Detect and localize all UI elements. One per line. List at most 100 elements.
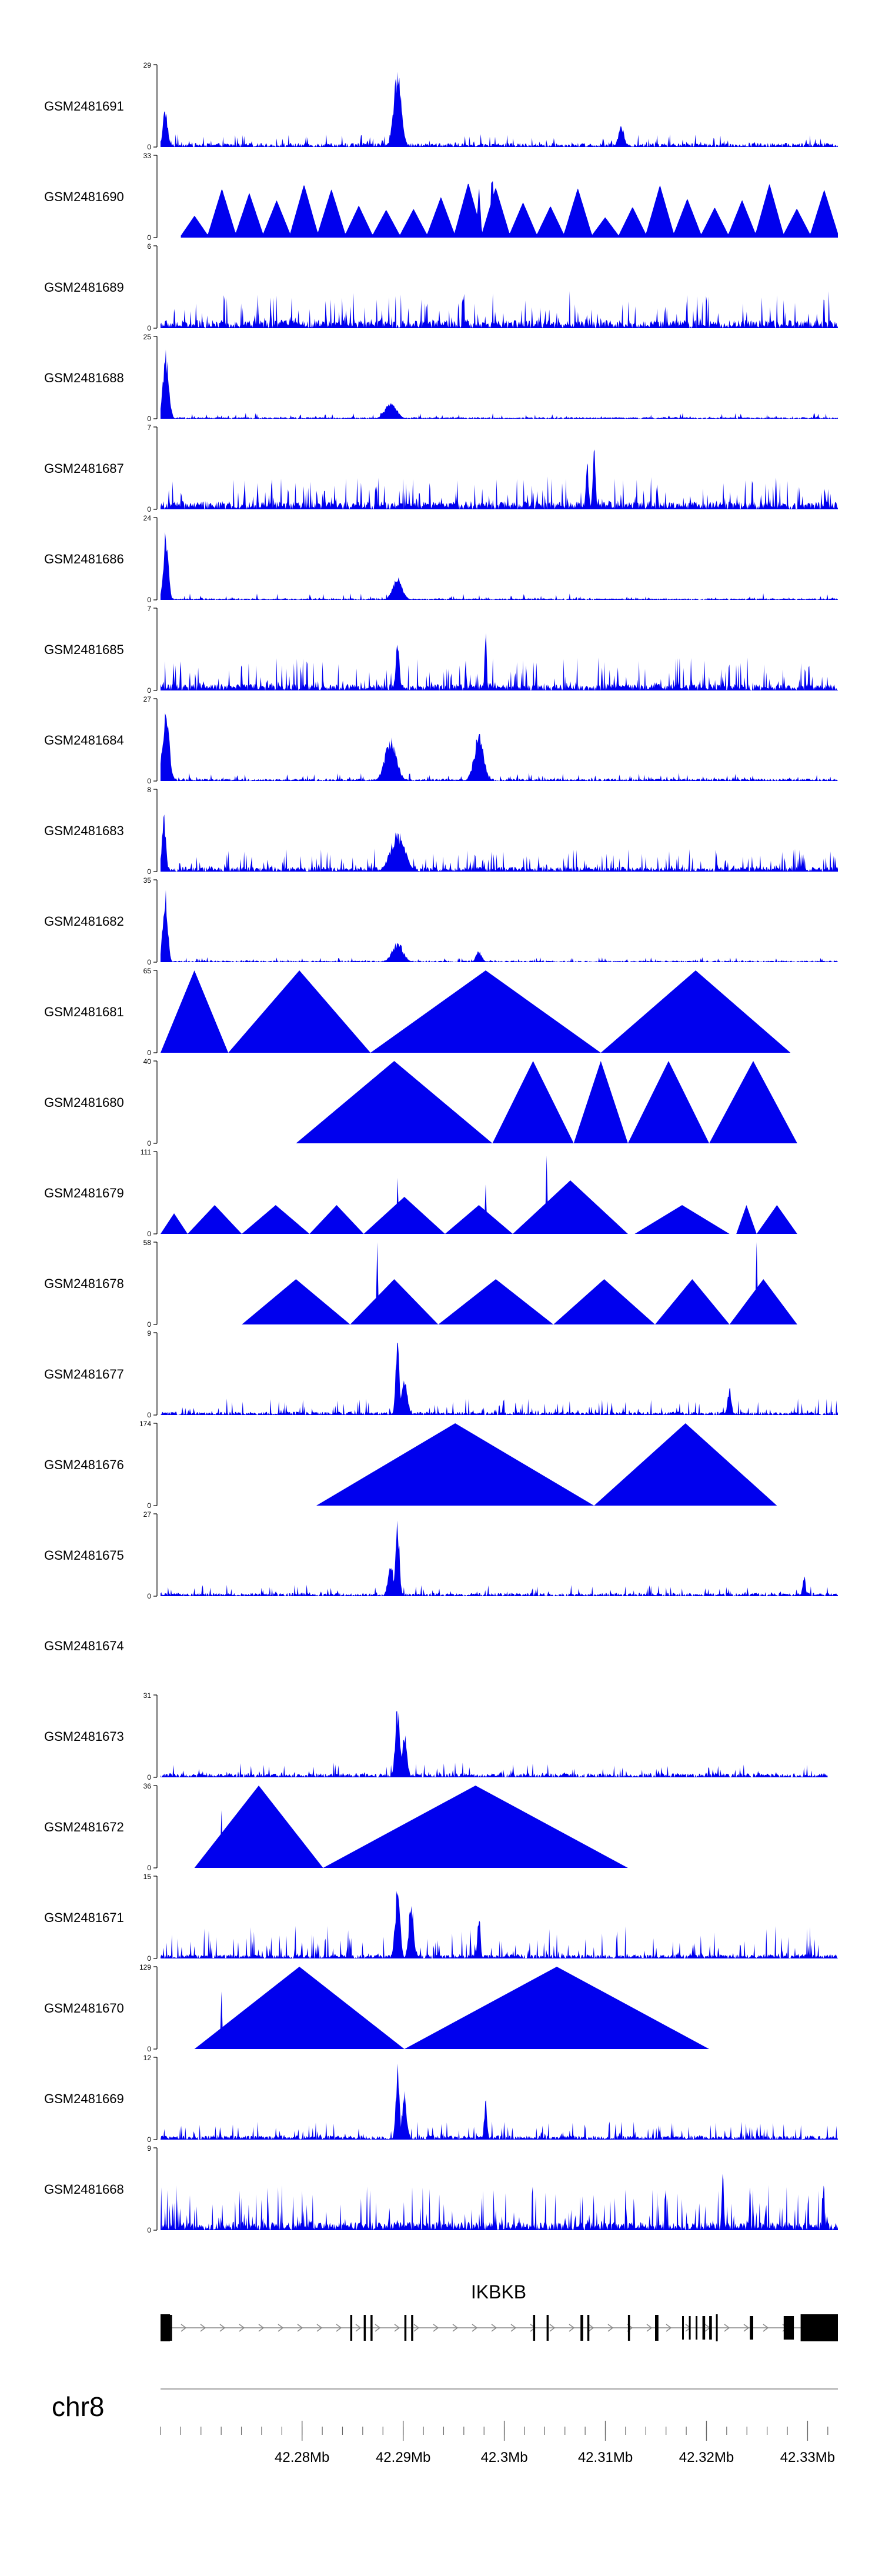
y-max-label: 40	[143, 1057, 152, 1066]
signal-peak	[756, 1205, 797, 1234]
y-max-label: 58	[143, 1239, 152, 1247]
signal-peak	[194, 1786, 323, 1868]
signal-peak	[161, 970, 229, 1053]
signal-peak	[242, 1279, 350, 1324]
track-label: GSM2481676	[44, 1457, 124, 1472]
tick-label: 42.33Mb	[780, 2450, 835, 2465]
signal-peak	[594, 1423, 777, 1506]
signal-area	[161, 72, 838, 147]
y-min-label: 0	[147, 1411, 151, 1419]
signal-area	[161, 1343, 838, 1415]
y-min-label: 0	[147, 1773, 151, 1781]
track-label: GSM2481679	[44, 1186, 124, 1200]
signal-area	[161, 449, 838, 509]
signal-peak	[492, 1061, 574, 1143]
strand-arrow	[724, 2324, 730, 2332]
tick-label: 42.31Mb	[578, 2450, 633, 2465]
y-max-label: 174	[139, 1420, 151, 1428]
strand-arrow	[666, 2324, 672, 2332]
signal-peak	[370, 970, 601, 1053]
track-GSM2481677: GSM2481677 9 0	[44, 1329, 838, 1419]
y-min-label: 0	[147, 324, 151, 332]
signal-peak	[194, 1967, 405, 2049]
signal-spike	[544, 1156, 549, 1234]
strand-arrow	[413, 2324, 420, 2332]
y-min-label: 0	[147, 958, 151, 966]
y-min-label: 0	[147, 686, 151, 695]
y-max-label: 9	[147, 1329, 151, 1337]
track-GSM2481676: GSM2481676 174 0	[44, 1420, 777, 1510]
track-GSM2481670: GSM2481670 129 0	[44, 1963, 710, 2053]
strand-arrow	[549, 2324, 556, 2332]
signal-peak	[513, 1180, 628, 1234]
track-GSM2481684: GSM2481684 27 0	[44, 695, 838, 785]
signal-spike	[375, 1242, 379, 1324]
signal-peak	[600, 970, 791, 1053]
strand-arrow	[219, 2324, 226, 2332]
y-max-label: 33	[143, 152, 152, 160]
track-label: GSM2481674	[44, 1639, 124, 1653]
track-label: GSM2481672	[44, 1820, 124, 1834]
tick-label: 42.28Mb	[275, 2450, 329, 2465]
exon	[350, 2315, 353, 2341]
y-max-label: 6	[147, 242, 151, 251]
track-label: GSM2481685	[44, 642, 124, 657]
signal-peak	[323, 1786, 628, 1868]
strand-arrow	[743, 2324, 750, 2332]
exon	[682, 2316, 684, 2340]
y-min-label: 0	[147, 1864, 151, 1872]
y-max-label: 29	[143, 61, 152, 69]
y-max-label: 15	[143, 1873, 152, 1881]
signal-area	[161, 713, 838, 781]
y-min-label: 0	[147, 415, 151, 423]
track-GSM2481678: GSM2481678 58 0	[44, 1239, 797, 1329]
strand-arrow	[588, 2324, 594, 2332]
signal-spike	[219, 1991, 223, 2049]
track-label: GSM2481671	[44, 1910, 124, 1925]
y-min-label: 0	[147, 867, 151, 876]
signal-spike	[483, 1184, 487, 1234]
signal-peak	[296, 1061, 493, 1143]
gene-track: IKBKB	[161, 2281, 838, 2341]
track-label: GSM2481675	[44, 1548, 124, 1563]
exon	[800, 2314, 838, 2341]
gene-name: IKBKB	[471, 2281, 526, 2303]
track-GSM2481671: GSM2481671 15 0	[44, 1873, 838, 1963]
y-max-label: 31	[143, 1691, 152, 1700]
signal-peak	[438, 1279, 554, 1324]
exon	[546, 2315, 549, 2341]
exon	[363, 2315, 366, 2341]
track-GSM2481683: GSM2481683 8 0	[44, 786, 838, 876]
track-label: GSM2481677	[44, 1367, 124, 1382]
y-max-label: 12	[143, 2054, 152, 2062]
signal-peak	[729, 1279, 797, 1324]
y-min-label: 0	[147, 1049, 151, 1057]
exon	[411, 2315, 413, 2341]
y-max-label: 24	[143, 514, 152, 522]
exon	[696, 2316, 698, 2340]
strand-arrow	[336, 2324, 342, 2332]
y-max-label: 36	[143, 1782, 152, 1790]
strand-arrow	[181, 2324, 187, 2332]
strand-arrow	[452, 2324, 459, 2332]
signal-tracks: GSM2481691290GSM2481690330GSM248168960GS…	[44, 61, 838, 2234]
strand-arrow	[472, 2324, 478, 2332]
strand-arrow	[763, 2324, 769, 2332]
track-label: GSM2481684	[44, 733, 124, 748]
signal-peak	[634, 1205, 730, 1234]
track-GSM2481688: GSM2481688 25 0	[44, 333, 838, 423]
signal-area	[161, 890, 838, 962]
signal-area	[161, 1711, 828, 1777]
exon	[404, 2315, 407, 2341]
signal-area	[161, 291, 838, 328]
signal-area	[161, 349, 838, 419]
y-min-label: 0	[147, 1501, 151, 1510]
signal-peak	[316, 1423, 594, 1506]
tick-label: 42.32Mb	[679, 2450, 734, 2465]
signal-peak	[228, 970, 371, 1053]
track-label: GSM2481680	[44, 1095, 124, 1110]
y-min-label: 0	[147, 596, 151, 604]
y-min-label: 0	[147, 1592, 151, 1600]
signal-peak	[309, 1205, 364, 1234]
track-GSM2481675: GSM2481675 27 0	[44, 1510, 838, 1600]
